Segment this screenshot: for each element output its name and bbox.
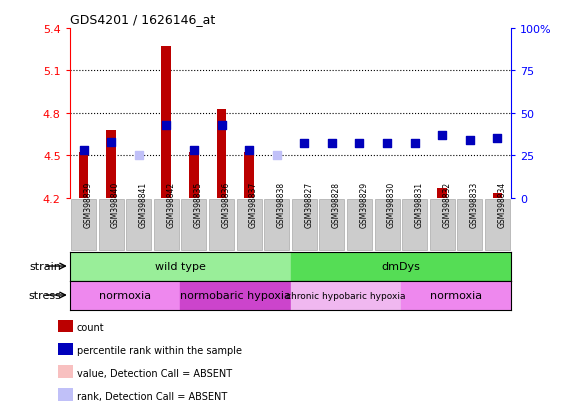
Text: value, Detection Call = ABSENT: value, Detection Call = ABSENT <box>77 368 232 378</box>
Bar <box>106 131 116 198</box>
Text: GSM398835: GSM398835 <box>194 182 203 228</box>
Point <box>465 138 475 144</box>
Bar <box>290 252 511 281</box>
FancyBboxPatch shape <box>209 199 234 251</box>
Bar <box>493 194 503 198</box>
FancyBboxPatch shape <box>292 199 317 251</box>
Point <box>355 141 364 147</box>
Point <box>217 122 226 129</box>
Text: GSM398837: GSM398837 <box>249 182 258 228</box>
Point <box>189 147 199 154</box>
Text: GSM398828: GSM398828 <box>332 182 341 228</box>
Text: wild type: wild type <box>155 261 206 271</box>
Text: GSM398838: GSM398838 <box>277 182 286 228</box>
Bar <box>162 47 171 198</box>
FancyBboxPatch shape <box>99 199 124 251</box>
Point <box>245 147 254 154</box>
Text: percentile rank within the sample: percentile rank within the sample <box>77 345 242 355</box>
FancyBboxPatch shape <box>402 199 427 251</box>
Point <box>272 152 281 159</box>
Text: GSM398833: GSM398833 <box>470 182 479 228</box>
FancyBboxPatch shape <box>485 199 510 251</box>
FancyBboxPatch shape <box>320 199 345 251</box>
Text: GSM398831: GSM398831 <box>415 182 424 228</box>
Text: GDS4201 / 1626146_at: GDS4201 / 1626146_at <box>70 13 215 26</box>
FancyBboxPatch shape <box>181 199 206 251</box>
Text: count: count <box>77 323 105 332</box>
Text: GSM398836: GSM398836 <box>221 182 231 228</box>
Point <box>410 141 419 147</box>
Bar <box>401 281 511 310</box>
FancyBboxPatch shape <box>264 199 289 251</box>
FancyBboxPatch shape <box>457 199 482 251</box>
FancyBboxPatch shape <box>126 199 151 251</box>
Point <box>106 139 116 146</box>
Bar <box>180 281 290 310</box>
Bar <box>78 153 88 198</box>
Text: GSM398839: GSM398839 <box>84 182 92 228</box>
Point <box>300 141 309 147</box>
FancyBboxPatch shape <box>375 199 400 251</box>
Text: GSM398834: GSM398834 <box>497 182 507 228</box>
Text: dmDys: dmDys <box>382 261 420 271</box>
Bar <box>189 153 199 198</box>
Bar <box>70 281 180 310</box>
Text: normoxia: normoxia <box>99 290 151 300</box>
Text: rank, Detection Call = ABSENT: rank, Detection Call = ABSENT <box>77 391 227 401</box>
Point <box>327 141 336 147</box>
Bar <box>244 153 254 198</box>
Point <box>437 132 447 139</box>
Text: GSM398832: GSM398832 <box>442 182 451 228</box>
Text: GSM398841: GSM398841 <box>139 182 148 228</box>
Text: chronic hypobaric hypoxia: chronic hypobaric hypoxia <box>286 291 406 300</box>
Text: normoxia: normoxia <box>430 290 482 300</box>
FancyBboxPatch shape <box>71 199 96 251</box>
Text: GSM398840: GSM398840 <box>111 182 120 228</box>
FancyBboxPatch shape <box>430 199 455 251</box>
FancyBboxPatch shape <box>154 199 179 251</box>
Bar <box>217 109 227 198</box>
Point <box>162 122 171 129</box>
Bar <box>70 252 290 281</box>
Text: GSM398827: GSM398827 <box>304 182 313 228</box>
FancyBboxPatch shape <box>236 199 261 251</box>
Text: stress: stress <box>28 290 61 300</box>
Point <box>134 152 144 159</box>
Text: strain: strain <box>29 261 61 271</box>
FancyBboxPatch shape <box>347 199 372 251</box>
Point <box>493 135 502 142</box>
Bar <box>290 281 401 310</box>
Text: GSM398830: GSM398830 <box>387 182 396 228</box>
Text: GSM398842: GSM398842 <box>166 182 175 228</box>
Bar <box>437 188 447 198</box>
Point <box>79 147 88 154</box>
Text: GSM398829: GSM398829 <box>360 182 368 228</box>
Text: normobaric hypoxia: normobaric hypoxia <box>180 290 290 300</box>
Point <box>382 141 392 147</box>
